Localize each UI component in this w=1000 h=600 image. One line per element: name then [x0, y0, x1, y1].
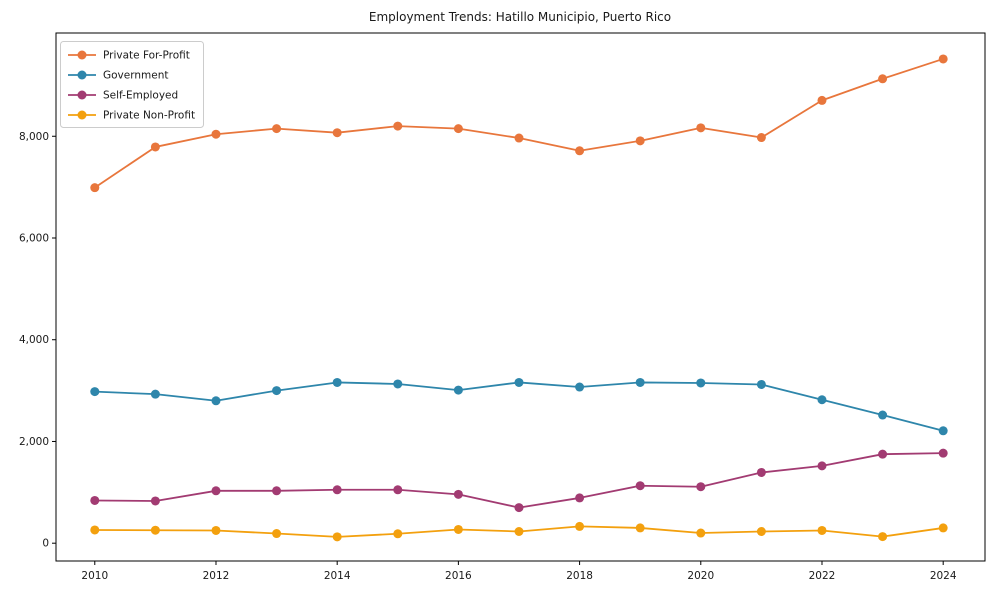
- legend-label-self-employed: Self-Employed: [103, 90, 178, 102]
- data-point-self-employed-2020: [696, 482, 706, 492]
- data-point-self-employed-2014: [332, 485, 342, 495]
- series-line-private-for-profit: [93, 58, 945, 189]
- legend-marker-icon: [77, 90, 87, 100]
- x-tick-label: 2016: [445, 570, 472, 582]
- data-point-private-for-profit-2013: [272, 124, 282, 134]
- data-point-government-2015: [393, 379, 403, 389]
- x-tick-label: 2018: [566, 570, 593, 582]
- data-point-private-non-profit-2010: [90, 525, 100, 535]
- data-point-private-non-profit-2016: [453, 524, 463, 534]
- data-point-private-non-profit-2017: [514, 526, 524, 536]
- data-point-private-non-profit-2011: [150, 525, 160, 535]
- legend-box: [60, 41, 204, 128]
- data-point-government-2014: [332, 377, 342, 387]
- data-point-private-for-profit-2017: [514, 133, 524, 143]
- legend: Private For-Profit Government Self-Employe…: [60, 41, 204, 128]
- legend-marker-icon: [77, 50, 87, 60]
- data-point-private-for-profit-2020: [696, 123, 706, 133]
- data-point-private-non-profit-2013: [272, 529, 282, 539]
- data-point-self-employed-2016: [453, 489, 463, 499]
- axes-spines: [55, 32, 986, 562]
- data-point-private-non-profit-2021: [756, 526, 766, 536]
- data-point-self-employed-2019: [635, 481, 645, 491]
- data-point-government-2023: [878, 410, 888, 420]
- x-tick-label: 2012: [203, 570, 230, 582]
- x-tick-label: 2020: [687, 570, 714, 582]
- data-point-private-non-profit-2023: [878, 532, 888, 542]
- chart-title: Employment Trends: Hatillo Municipio, Pu…: [369, 10, 671, 24]
- data-point-private-non-profit-2020: [696, 528, 706, 538]
- x-tick-label: 2010: [81, 570, 108, 582]
- data-point-government-2017: [514, 377, 524, 387]
- data-point-government-2011: [150, 389, 160, 399]
- data-point-self-employed-2018: [575, 493, 585, 503]
- data-point-private-for-profit-2023: [878, 74, 888, 84]
- data-point-private-non-profit-2019: [635, 523, 645, 533]
- data-point-government-2010: [90, 387, 100, 397]
- data-point-private-non-profit-2015: [393, 529, 403, 539]
- data-point-government-2016: [453, 385, 463, 395]
- data-point-private-non-profit-2018: [575, 521, 585, 531]
- data-point-government-2018: [575, 382, 585, 392]
- y-tick-label: 8,000: [19, 131, 49, 143]
- x-tick-label: 2022: [809, 570, 836, 582]
- data-point-private-for-profit-2015: [393, 121, 403, 131]
- data-point-self-employed-2023: [878, 449, 888, 459]
- legend-marker-icon: [77, 110, 87, 120]
- legend-marker-icon: [77, 70, 87, 80]
- series-line-self-employed: [93, 452, 945, 509]
- data-point-private-non-profit-2022: [817, 525, 827, 535]
- data-point-self-employed-2021: [756, 467, 766, 477]
- data-point-government-2013: [272, 386, 282, 396]
- data-point-self-employed-2017: [514, 503, 524, 513]
- data-point-private-for-profit-2010: [90, 183, 100, 193]
- data-point-self-employed-2011: [150, 496, 160, 506]
- y-tick-label: 0: [42, 538, 49, 550]
- data-point-government-2019: [635, 377, 645, 387]
- series-line-government: [93, 381, 945, 432]
- y-tick-label: 4,000: [19, 334, 49, 346]
- data-point-private-non-profit-2024: [938, 523, 948, 533]
- y-tick-label: 6,000: [19, 232, 49, 244]
- data-point-private-for-profit-2016: [453, 124, 463, 134]
- data-point-government-2021: [756, 379, 766, 389]
- y-tick-label: 2,000: [19, 436, 49, 448]
- data-point-self-employed-2022: [817, 461, 827, 471]
- plot-layer: 0 2,000 4,000 6,000 8,000 2010 2012 2014 2016 201…: [19, 32, 986, 582]
- data-point-self-employed-2024: [938, 448, 948, 458]
- data-point-government-2020: [696, 378, 706, 388]
- data-point-self-employed-2013: [272, 486, 282, 496]
- data-point-government-2024: [938, 426, 948, 436]
- data-point-private-for-profit-2021: [756, 133, 766, 143]
- data-point-private-for-profit-2014: [332, 128, 342, 138]
- x-tick-label: 2024: [930, 570, 957, 582]
- data-point-self-employed-2012: [211, 486, 221, 496]
- data-point-government-2022: [817, 395, 827, 405]
- legend-label-private-for-profit: Private For-Profit: [103, 50, 190, 62]
- data-point-private-for-profit-2012: [211, 129, 221, 139]
- data-point-private-for-profit-2018: [575, 146, 585, 156]
- data-point-private-for-profit-2022: [817, 95, 827, 105]
- data-point-self-employed-2010: [90, 495, 100, 505]
- data-point-private-for-profit-2024: [938, 54, 948, 64]
- data-point-private-non-profit-2012: [211, 525, 221, 535]
- legend-label-private-non-profit: Private Non-Profit: [103, 110, 195, 122]
- data-point-self-employed-2015: [393, 485, 403, 495]
- data-point-private-for-profit-2011: [150, 142, 160, 152]
- data-point-government-2012: [211, 396, 221, 406]
- legend-label-government: Government: [103, 70, 168, 82]
- data-point-private-non-profit-2014: [332, 532, 342, 542]
- data-point-private-for-profit-2019: [635, 136, 645, 146]
- x-tick-label: 2014: [324, 570, 351, 582]
